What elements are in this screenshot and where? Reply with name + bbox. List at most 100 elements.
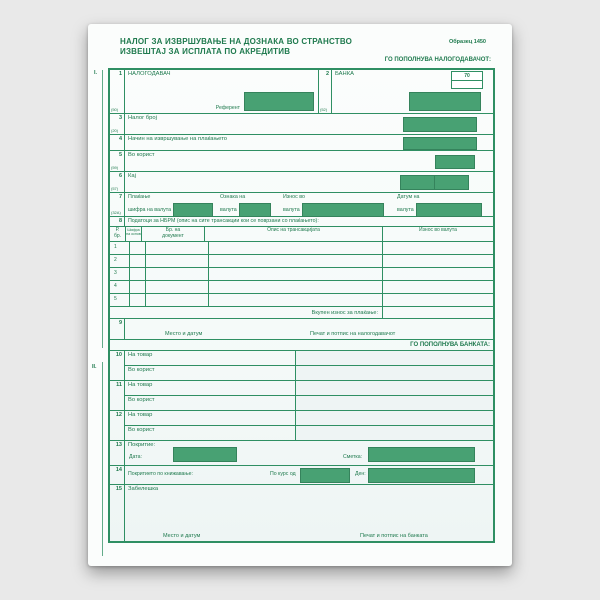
field8-number-cell: 8	[110, 217, 125, 226]
row4-basis-code-cell	[130, 281, 146, 293]
bank-cell: БАНКА 70	[332, 70, 493, 113]
section1-marker: I.	[94, 70, 98, 76]
den-filled-box	[368, 468, 475, 483]
referent-label: Референт	[215, 105, 240, 111]
rate-label: По курс од	[270, 471, 296, 477]
cover-account-label: Сметка:	[343, 454, 363, 460]
currency-mark-label-top: Ознака на	[220, 194, 246, 200]
payment-label: Плаќање	[128, 194, 151, 200]
row-cover: 13 Покритие: Дата: Сметка:	[110, 441, 493, 466]
field5-number: 5	[118, 152, 122, 158]
payer-stamp-signature-label: Печат и потпис на налогодавачот	[310, 331, 396, 337]
field3-tag: (20)	[111, 128, 119, 133]
currency-code-filled-box	[173, 203, 214, 217]
in-favor-of-label: Во корист	[128, 152, 155, 158]
payer-label: НАЛОГОДАВАЧ	[128, 71, 171, 77]
filled-by-bank-note: ГО ПОПОЛНУВА БАНКАТА:	[410, 342, 490, 348]
payer-signature-cell: Место и датум Печат и потпис на налогода…	[125, 319, 493, 339]
debit-value-cell-10	[296, 351, 493, 365]
nbrm-table-row: 3	[110, 268, 493, 281]
at-bank-filled-boxes	[400, 175, 469, 190]
field15-number-cell: 15	[110, 485, 125, 541]
value-date-filled-box	[415, 203, 482, 217]
debit-cell-11: На товар	[125, 381, 296, 395]
field7-number: 7	[118, 194, 122, 200]
value-date-label-top: Датум на	[397, 194, 420, 200]
cover-booking-label: Покритието по книжавање:	[128, 471, 193, 477]
swift-code-value: 70	[452, 72, 482, 81]
bank-stamp-signature-label: Печат и потпис на банката	[360, 533, 428, 539]
col-document-header-l2: документ	[162, 232, 184, 239]
swift-code-box: 70	[451, 71, 483, 89]
cover-date-label: Дата:	[129, 454, 142, 460]
field4-number-cell: 4	[110, 135, 125, 150]
col-basis-code-header-l2: на основ	[126, 232, 141, 237]
field5-number-cell: 5 (59)	[110, 151, 125, 171]
payment-details-cell: Плаќање шифра на валута Ознака на валута	[125, 193, 493, 217]
filled-by-payer-note: ГО ПОПОЛНУВА НАЛОГОДАВАЧОТ:	[384, 57, 491, 63]
currency-amount-filled-box	[301, 203, 384, 217]
row1-document-cell	[146, 242, 209, 254]
row2-amount-cell	[383, 255, 493, 267]
credit-value-cell-12	[296, 426, 493, 440]
order-number-label: Налог број	[128, 115, 157, 121]
currency-amount-label-top: Износ во	[283, 194, 305, 200]
in-favor-of-filled-box	[435, 155, 475, 169]
col-basis-code-header: Шифра на основ	[126, 227, 142, 241]
value-date-label-bottom: валута	[397, 207, 414, 213]
field2-tag: (52)	[320, 107, 328, 112]
rate-filled-box	[300, 468, 350, 483]
col-rownum-header: Р. бр.	[110, 227, 126, 241]
payer-place-date-label: Место и датум	[165, 331, 203, 337]
at-bank-cell: Кај	[125, 172, 493, 192]
nbrm-header-label: Податоци за НБРМ (опис на сите трансакци…	[128, 218, 319, 224]
debit-value-cell-11	[296, 381, 493, 395]
credit-cell-11: Во корист	[125, 396, 296, 410]
form-code: Образец 1450	[448, 39, 486, 45]
nbrm-table-row: 4	[110, 281, 493, 294]
field6-tag: (57)	[111, 186, 119, 191]
payer-cell: НАЛОГОДАВАЧ Референт	[125, 70, 319, 113]
value-date-group: Датум на валута	[397, 194, 482, 217]
form-page: НАЛОГ ЗА ИЗВРШУВАЊЕ НА ДОЗНАКА ВО СТРАНС…	[88, 24, 512, 566]
bank-label: БАНКА	[335, 71, 354, 77]
filled-by-bank-strip: ГО ПОПОЛНУВА БАНКАТА:	[110, 340, 493, 351]
section2-bracket-line	[102, 362, 103, 556]
debit-label-10: На товар	[128, 352, 153, 358]
row-cover-booking: 14 Покритието по книжавање: По курс од Д…	[110, 466, 493, 485]
field3-number: 3	[118, 115, 122, 121]
row3-basis-code-cell	[130, 268, 146, 280]
field9-number: 9	[118, 320, 122, 326]
row-nbrm-header: 8 Податоци за НБРМ (опис на сите трансак…	[110, 217, 493, 227]
credit-label-11: Во корист	[128, 397, 155, 403]
field7-number-cell: 7 (32A)	[110, 193, 125, 216]
referent-filled-box	[244, 92, 314, 111]
total-amount-row: Вкупен износ за плаќање:	[110, 307, 493, 319]
nbrm-header-cell: Податоци за НБРМ (опис на сите трансакци…	[125, 217, 493, 226]
field7-tag: (32A)	[111, 210, 121, 215]
row5-document-cell	[146, 294, 209, 306]
nbrm-table-row: 1	[110, 242, 493, 255]
field1-number: 1	[118, 71, 122, 77]
currency-mark-filled-box	[238, 203, 271, 217]
credit-value-cell-11	[296, 396, 493, 410]
row5-amount-cell	[383, 294, 493, 306]
row-debit-credit-11: 11 На товар Во корист	[110, 381, 493, 411]
at-bank-label: Кај	[128, 173, 136, 179]
debit-cell-12: На товар	[125, 411, 296, 425]
cover-account-filled-box	[368, 447, 475, 462]
row2-document-cell	[146, 255, 209, 267]
row4-number: 4	[110, 281, 130, 293]
debit-cell-10: На товар	[125, 351, 296, 365]
credit-label-12: Во корист	[128, 427, 155, 433]
field6-number: 6	[118, 173, 122, 179]
field10-number: 10	[115, 352, 122, 358]
row-in-favor-of: 5 (59) Во корист	[110, 151, 493, 172]
col-rownum-header-l1: Р.	[115, 227, 120, 233]
bank-filled-box	[409, 92, 481, 111]
cover-booking-cell: Покритието по книжавање: По курс од Ден:	[125, 466, 493, 484]
nbrm-table-header: Р. бр. Шифра на основ Бр. на документ Оп…	[110, 227, 493, 242]
referent-line: Референт	[216, 92, 314, 111]
field1-number-cell: 1 (50)	[110, 70, 125, 113]
remark-label: Забелешка	[128, 486, 159, 492]
